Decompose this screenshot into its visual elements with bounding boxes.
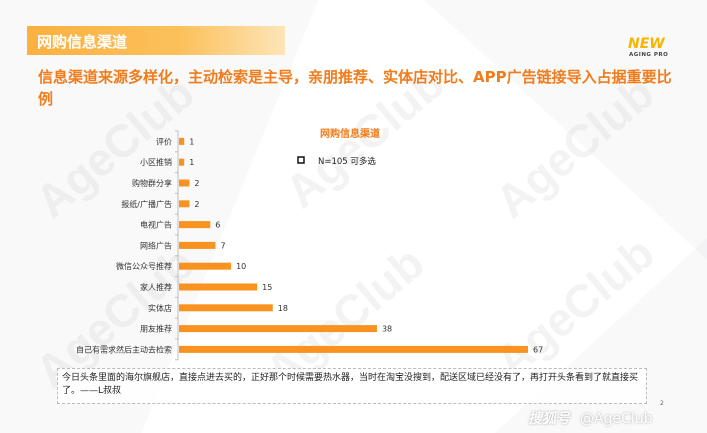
page-number: 2 <box>660 400 664 407</box>
bar <box>179 158 185 166</box>
footer-brand-icon: 搜狐号 <box>528 411 570 427</box>
logo-subtext: AGING PRO <box>629 52 669 58</box>
bar <box>179 345 528 353</box>
footer-watermark: 搜狐号 @AgeClub <box>528 408 653 428</box>
bar <box>179 325 377 333</box>
category-label: 小区推销 <box>140 157 172 167</box>
category-label: 购物群分享 <box>132 178 172 188</box>
brand-logo: NEW AGING PRO <box>628 36 672 64</box>
category-label: 自己有需求然后主动去检索 <box>76 344 172 354</box>
category-label: 报纸/广播广告 <box>121 199 172 209</box>
legend-text: N=105 可多选 <box>318 156 376 167</box>
category-label: 电视广告 <box>140 220 172 230</box>
data-label: 7 <box>220 241 225 250</box>
data-label: 1 <box>189 137 194 146</box>
category-label: 朋友推荐 <box>140 324 172 334</box>
quote-note-text: 今日头条里面的海尔旗舰店，直接点进去买的，正好那个时候需要热水器，当时在淘宝没搜… <box>62 373 639 396</box>
category-label: 评价 <box>156 137 172 146</box>
chart-title: 网购信息渠道 <box>320 127 380 140</box>
data-label: 2 <box>194 179 199 188</box>
data-label: 6 <box>215 221 220 230</box>
data-label: 10 <box>236 262 246 271</box>
headline: 信息渠道来源多样化，主动检索是主导，亲朋推荐、实体店对比、APP广告链接导入占据… <box>38 68 672 108</box>
legend-marker <box>297 156 305 164</box>
data-label: 18 <box>278 304 288 313</box>
bar <box>179 304 273 312</box>
data-label: 1 <box>189 158 194 167</box>
data-label: 38 <box>382 325 392 334</box>
bar <box>179 262 232 270</box>
bar <box>179 241 216 249</box>
category-label: 网络广告 <box>140 240 172 250</box>
bar <box>179 283 258 291</box>
footer-handle: @AgeClub <box>580 411 653 427</box>
bar <box>179 179 190 187</box>
bar <box>179 200 190 208</box>
data-label: 2 <box>194 200 199 209</box>
logo-text: NEW <box>628 36 665 52</box>
section-title: 网购信息渠道 <box>37 33 128 51</box>
category-label: 家人推荐 <box>140 282 172 292</box>
data-label: 67 <box>533 345 543 354</box>
bar <box>179 221 211 229</box>
bar <box>179 137 185 145</box>
quote-note-box: 今日头条里面的海尔旗舰店，直接点进去买的，正好那个时候需要热水器，当时在淘宝没搜… <box>57 368 647 404</box>
section-title-bar: 网购信息渠道 <box>27 26 285 55</box>
category-label: 微信公众号推荐 <box>116 261 172 271</box>
data-label: 15 <box>262 283 272 292</box>
category-label: 实体店 <box>148 303 172 313</box>
